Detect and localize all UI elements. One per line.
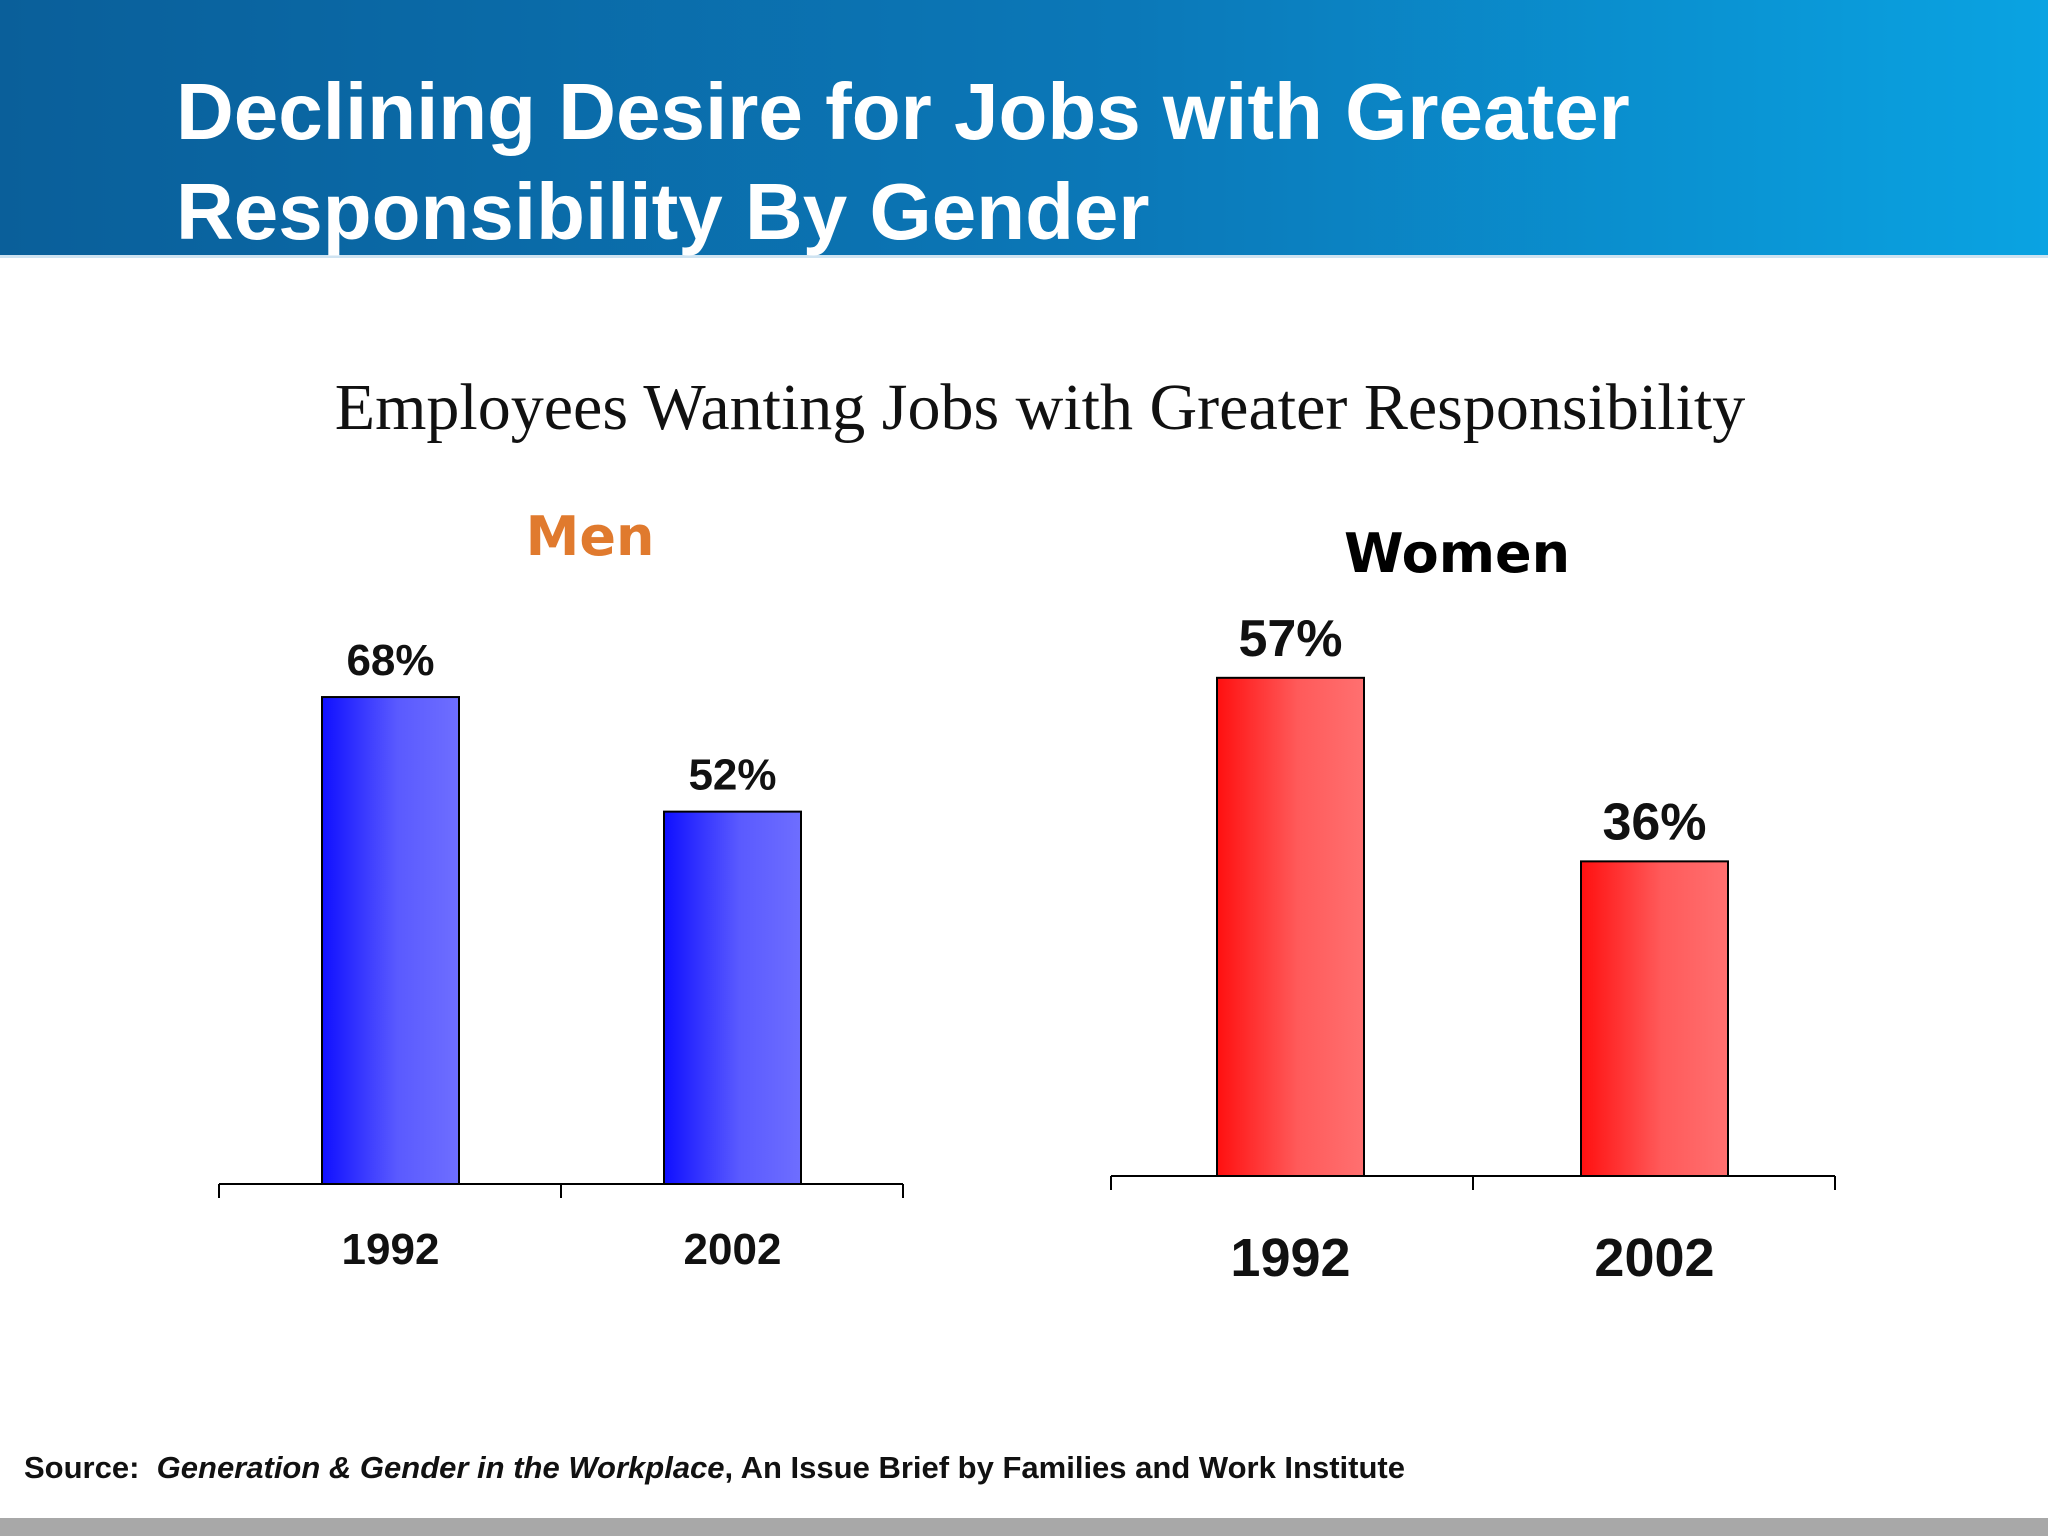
men-category-label-1992: 1992 <box>342 1225 440 1274</box>
women-panel-title: Women <box>1343 522 1571 585</box>
bar-charts: 68% 1992 52% 2002 57% 1992 36% 2002 <box>218 610 1836 1288</box>
slide-title-line-2: Responsibility By Gender <box>176 167 1150 256</box>
men-panel-title: Men <box>525 505 655 568</box>
women-value-label-2002: 36% <box>1602 793 1706 851</box>
header-divider <box>0 255 2048 258</box>
women-chart: 57% 1992 36% 2002 <box>1110 610 1836 1288</box>
men-chart: 68% 1992 52% 2002 <box>218 636 904 1274</box>
source-label: Source: <box>24 1450 140 1485</box>
footer-bar <box>0 1518 2048 1536</box>
women-category-label-1992: 1992 <box>1230 1228 1350 1288</box>
women-bar-1992 <box>1216 676 1365 1177</box>
source-citation: Source: Generation & Gender in the Workp… <box>24 1450 1924 1486</box>
men-bar-1992 <box>321 696 460 1185</box>
slide-title: Declining Desire for Jobs with Greater R… <box>176 62 1996 262</box>
source-rest: , An Issue Brief by Families and Work In… <box>724 1450 1405 1485</box>
women-value-label-1992: 57% <box>1238 610 1342 668</box>
slide-title-line-1: Declining Desire for Jobs with Greater <box>176 67 1630 156</box>
women-category-label-2002: 2002 <box>1594 1228 1714 1288</box>
men-bar-2002 <box>663 810 802 1185</box>
women-bar-2002 <box>1580 860 1729 1177</box>
chart-subtitle: Employees Wanting Jobs with Greater Resp… <box>334 371 1746 444</box>
source-publication: Generation & Gender in the Workplace <box>156 1450 725 1485</box>
men-value-label-1992: 68% <box>346 636 434 685</box>
men-category-label-2002: 2002 <box>684 1225 782 1274</box>
header-band <box>0 0 2048 255</box>
men-value-label-2002: 52% <box>688 751 776 800</box>
